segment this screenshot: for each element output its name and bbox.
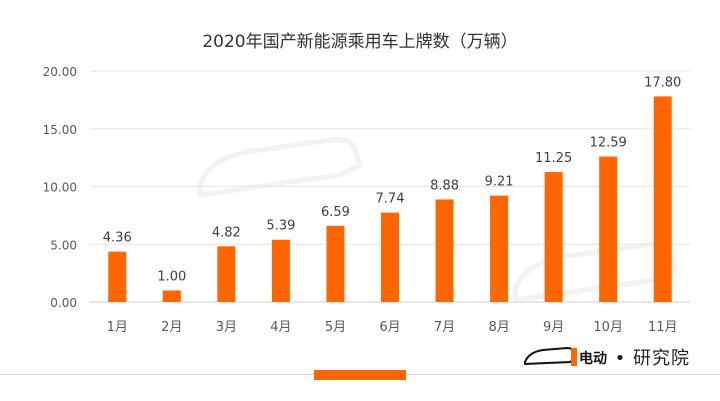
data-label: 9.21 xyxy=(485,175,514,190)
x-tick-label: 6月 xyxy=(379,320,400,335)
bar xyxy=(544,172,563,302)
y-tick-label: 5.00 xyxy=(50,238,77,252)
data-labels: 4.36 1.00 4.82 5.39 6.59 7.74 8.88 9.21 11.25 12.… xyxy=(103,75,682,284)
svg-text:电动: 电动 xyxy=(579,350,607,367)
x-tick-label: 11月 xyxy=(648,320,678,335)
x-tick-label: 4月 xyxy=(270,320,291,335)
x-tick-label: 10月 xyxy=(593,320,623,335)
x-tick-label: 2月 xyxy=(161,320,182,335)
bar xyxy=(162,290,181,302)
data-label: 6.59 xyxy=(321,205,350,220)
bar xyxy=(217,246,236,302)
data-label: 8.88 xyxy=(430,178,459,193)
data-label: 1.00 xyxy=(157,269,186,284)
bar xyxy=(271,239,290,302)
data-label: 4.82 xyxy=(212,225,241,240)
bottom-accent-bar xyxy=(314,370,406,380)
chart-title: 2020年国产新能源乘用车上牌数（万辆） xyxy=(202,32,517,52)
bars xyxy=(108,96,672,302)
bar xyxy=(599,156,618,302)
brand-logo-icon: 电动 xyxy=(523,346,607,367)
bar xyxy=(490,195,509,302)
x-tick-label: 9月 xyxy=(543,320,564,335)
brand-text: • 研究院 xyxy=(614,348,690,369)
bar xyxy=(326,225,345,302)
data-label: 4.36 xyxy=(103,231,132,246)
x-tick-label: 7月 xyxy=(434,320,455,335)
bar xyxy=(108,251,127,302)
brand-footer: 电动 • 研究院 xyxy=(523,343,690,371)
data-label: 5.39 xyxy=(266,219,295,234)
data-label: 11.25 xyxy=(535,151,572,166)
data-label: 17.80 xyxy=(644,75,681,90)
x-tick-label: 1月 xyxy=(107,320,128,335)
bar xyxy=(381,212,399,302)
x-axis: 1月 2月 3月 4月 5月 6月 7月 8月 9月 10月 11月 xyxy=(107,320,678,335)
x-tick-label: 8月 xyxy=(488,320,509,335)
y-tick-label: 15.00 xyxy=(43,123,77,137)
y-axis: 0.00 5.00 10.00 15.00 20.00 xyxy=(43,65,77,310)
data-label: 12.59 xyxy=(590,136,627,151)
y-tick-label: 10.00 xyxy=(43,181,77,195)
y-tick-label: 20.00 xyxy=(43,65,77,79)
bar xyxy=(653,96,672,302)
bar xyxy=(435,199,454,302)
y-tick-label: 0.00 xyxy=(50,296,77,310)
x-tick-label: 5月 xyxy=(325,320,346,335)
x-tick-label: 3月 xyxy=(216,320,237,335)
data-label: 7.74 xyxy=(376,192,405,207)
